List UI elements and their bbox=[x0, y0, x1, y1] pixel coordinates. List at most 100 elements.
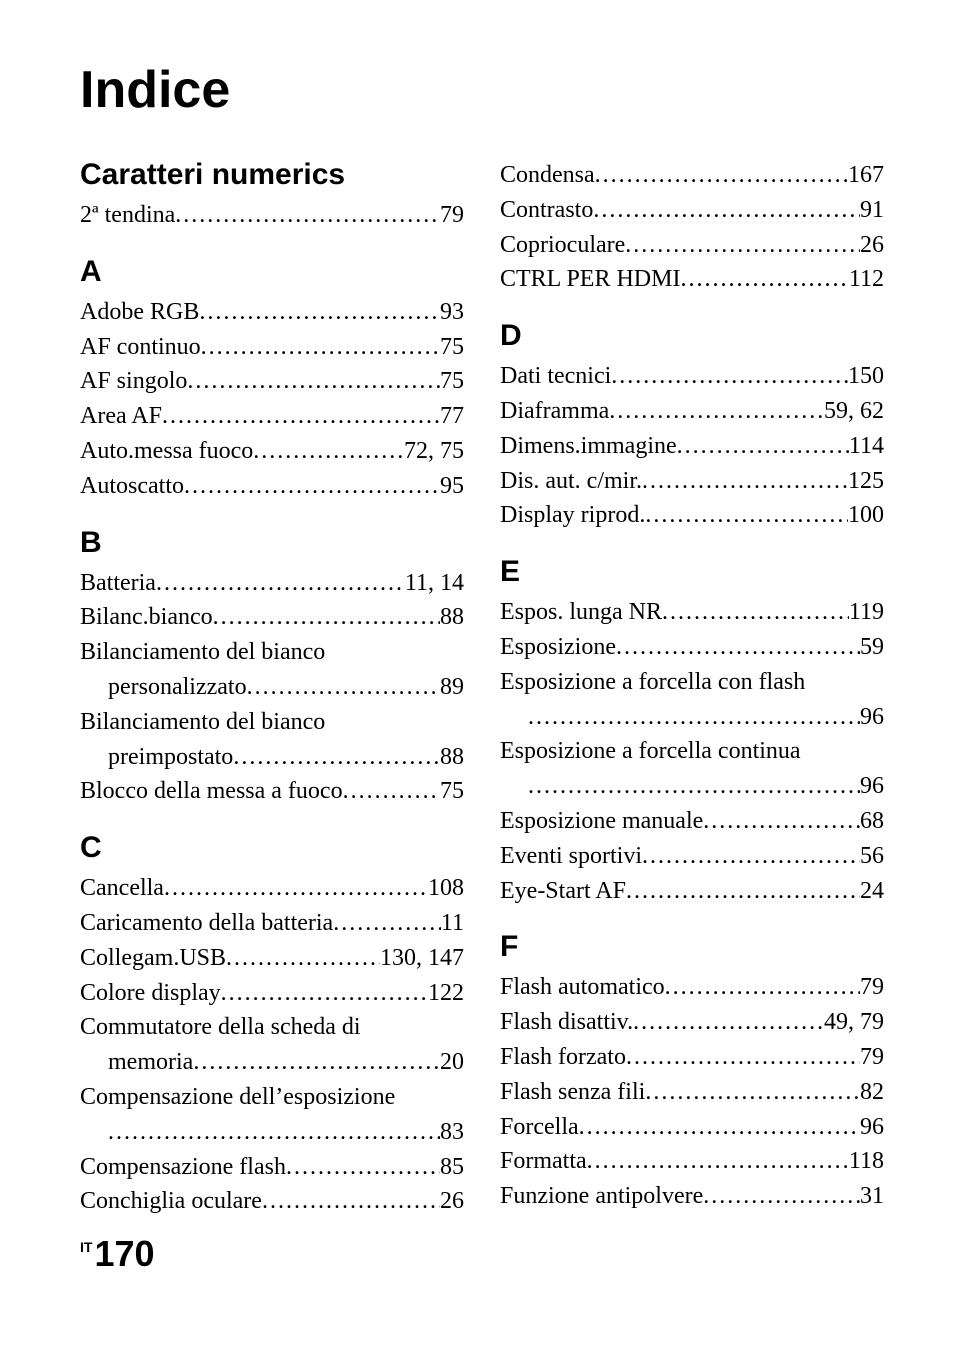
index-entry: 2ª tendina79 bbox=[80, 198, 464, 233]
index-entry-page[interactable]: 24 bbox=[860, 874, 884, 909]
index-entry-page[interactable]: 96 bbox=[860, 1110, 884, 1145]
index-entry-label: Funzione antipolvere bbox=[500, 1179, 703, 1214]
index-entry-page[interactable]: 88 bbox=[440, 740, 464, 775]
leader-dots bbox=[175, 198, 440, 233]
index-entry-page[interactable]: 79 bbox=[860, 970, 884, 1005]
index-entry-page[interactable]: 100 bbox=[848, 498, 884, 533]
index-entry-page[interactable]: 167 bbox=[848, 158, 884, 193]
index-entry-page[interactable]: 114 bbox=[849, 429, 884, 464]
leader-dots bbox=[665, 970, 860, 1005]
index-entry-label: preimpostato bbox=[108, 740, 233, 775]
index-entry-page[interactable]: 119 bbox=[849, 595, 884, 630]
index-entry-label: Bilanc.bianco bbox=[80, 600, 213, 635]
index-entry: Auto.messa fuoco 72, 75 bbox=[80, 434, 464, 469]
page-title: Indice bbox=[80, 60, 884, 120]
index-entry-page[interactable]: 125 bbox=[848, 464, 884, 499]
leader-dots bbox=[642, 464, 848, 499]
index-entry: Colore display122 bbox=[80, 976, 464, 1011]
index-entry: Bilanciamento del bianco bbox=[80, 635, 464, 670]
index-entry: Esposizione a forcella con flash bbox=[500, 665, 884, 700]
index-entry-page[interactable]: 79 bbox=[440, 198, 464, 233]
index-entry-label: Contrasto bbox=[500, 193, 593, 228]
index-entry-page[interactable]: 82 bbox=[860, 1075, 884, 1110]
index-entry-page[interactable]: 95 bbox=[440, 469, 464, 504]
index-entry-page[interactable]: 11, 14 bbox=[405, 566, 464, 601]
index-entry-page[interactable]: 79 bbox=[860, 1040, 884, 1075]
index-entry-page[interactable]: 85 bbox=[440, 1150, 464, 1185]
index-entry-page[interactable]: 56 bbox=[860, 839, 884, 874]
index-entry-page[interactable]: 75 bbox=[440, 774, 464, 809]
leader-dots bbox=[226, 941, 380, 976]
leader-dots bbox=[201, 330, 440, 365]
index-entry-page[interactable]: 75 bbox=[440, 330, 464, 365]
index-entry-page[interactable]: 72, 75 bbox=[404, 434, 464, 469]
index-entry-label: Compensazione flash bbox=[80, 1150, 286, 1185]
index-entry-page[interactable]: 59, 62 bbox=[824, 394, 884, 429]
index-entry-page[interactable]: 77 bbox=[440, 399, 464, 434]
index-entry-page[interactable]: 89 bbox=[440, 670, 464, 705]
index-entry-label: personalizzato bbox=[108, 670, 247, 705]
index-entry: Flash automatico 79 bbox=[500, 970, 884, 1005]
leader-dots bbox=[645, 1075, 860, 1110]
index-entry-label: Blocco della messa a fuoco bbox=[80, 774, 343, 809]
index-entry-page[interactable]: 118 bbox=[849, 1144, 884, 1179]
index-entry-page[interactable]: 108 bbox=[428, 871, 464, 906]
index-entry-page[interactable]: 91 bbox=[860, 193, 884, 228]
index-entry-page[interactable]: 20 bbox=[440, 1045, 464, 1080]
leader-dots bbox=[156, 566, 405, 601]
index-entry: Commutatore della scheda di bbox=[80, 1010, 464, 1045]
index-entry: Contrasto 91 bbox=[500, 193, 884, 228]
index-entry-page[interactable]: 26 bbox=[440, 1184, 464, 1219]
index-entry-page[interactable]: 11 bbox=[441, 906, 464, 941]
index-entry-page[interactable]: 122 bbox=[428, 976, 464, 1011]
index-entry: Espos. lunga NR119 bbox=[500, 595, 884, 630]
left-column: Caratteri numerics2ª tendina79AAdobe RGB… bbox=[80, 158, 464, 1219]
index-entry: memoria 20 bbox=[80, 1045, 464, 1080]
index-entry-page[interactable]: 96 bbox=[860, 769, 884, 804]
index-entry-page[interactable]: 49, 79 bbox=[824, 1005, 884, 1040]
index-entry-page[interactable]: 59 bbox=[860, 630, 884, 665]
leader-dots bbox=[184, 469, 440, 504]
index-entry-label: Esposizione a forcella con flash bbox=[500, 665, 805, 700]
index-entry-label: Cancella bbox=[80, 871, 164, 906]
index-entry-label: memoria bbox=[108, 1045, 193, 1080]
leader-dots bbox=[611, 359, 848, 394]
section-heading: F bbox=[500, 930, 884, 964]
index-entry-page[interactable]: 26 bbox=[860, 228, 884, 263]
index-columns: Caratteri numerics2ª tendina79AAdobe RGB… bbox=[80, 158, 884, 1219]
leader-dots bbox=[642, 839, 860, 874]
index-entry-page[interactable]: 75 bbox=[440, 364, 464, 399]
index-entry-page[interactable]: 96 bbox=[860, 700, 884, 735]
index-entry-label: Auto.messa fuoco bbox=[80, 434, 253, 469]
leader-dots bbox=[677, 429, 849, 464]
section-heading: E bbox=[500, 555, 884, 589]
index-entry: Condensa167 bbox=[500, 158, 884, 193]
index-entry-page[interactable]: 93 bbox=[440, 295, 464, 330]
leader-dots bbox=[528, 700, 860, 735]
index-entry-page[interactable]: 31 bbox=[860, 1179, 884, 1214]
leader-dots bbox=[616, 630, 860, 665]
index-entry-page[interactable]: 130, 147 bbox=[380, 941, 464, 976]
index-entry: Display riprod.100 bbox=[500, 498, 884, 533]
index-entry-page[interactable]: 150 bbox=[848, 359, 884, 394]
index-entry-label: Bilanciamento del bianco bbox=[80, 635, 325, 670]
index-entry-label: Area AF bbox=[80, 399, 162, 434]
leader-dots bbox=[343, 774, 440, 809]
leader-dots bbox=[595, 158, 848, 193]
index-entry: Esposizione59 bbox=[500, 630, 884, 665]
index-entry-label: CTRL PER HDMI bbox=[500, 262, 680, 297]
index-entry: Forcella96 bbox=[500, 1110, 884, 1145]
index-entry-label: Eye-Start AF bbox=[500, 874, 626, 909]
leader-dots bbox=[625, 228, 860, 263]
index-entry: Esposizione manuale68 bbox=[500, 804, 884, 839]
index-entry: Eye-Start AF 24 bbox=[500, 874, 884, 909]
leader-dots bbox=[247, 670, 440, 705]
index-entry-page[interactable]: 88 bbox=[440, 600, 464, 635]
index-entry-label: Flash automatico bbox=[500, 970, 665, 1005]
index-entry-label: Batteria bbox=[80, 566, 156, 601]
index-entry-page[interactable]: 83 bbox=[440, 1115, 464, 1150]
index-entry-page[interactable]: 68 bbox=[860, 804, 884, 839]
leader-dots bbox=[703, 1179, 860, 1214]
leader-dots bbox=[253, 434, 404, 469]
index-entry-page[interactable]: 112 bbox=[849, 262, 884, 297]
